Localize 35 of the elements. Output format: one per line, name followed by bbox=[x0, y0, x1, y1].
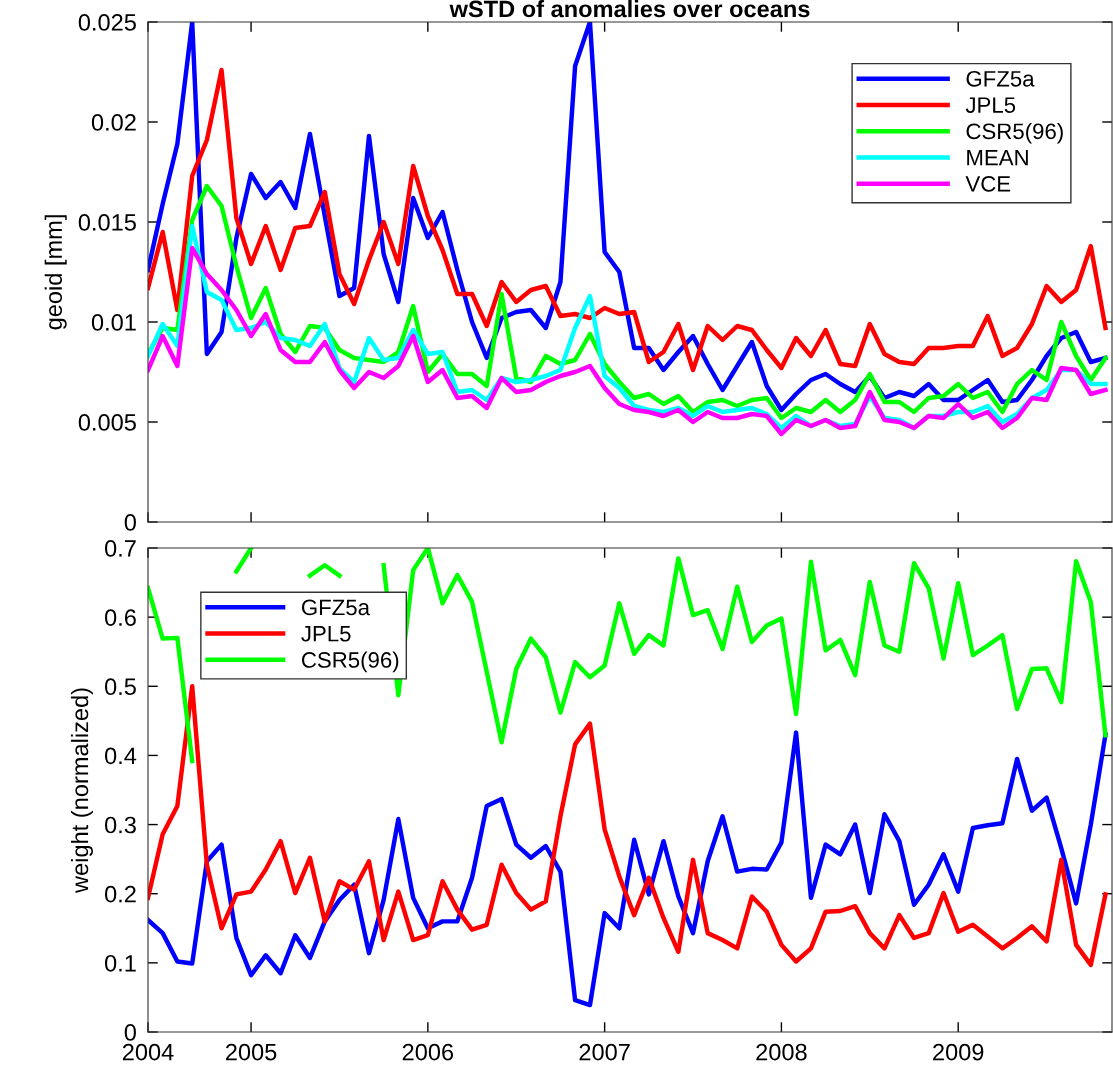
line-series bbox=[148, 684, 1108, 968]
y-axis-title: weight (normalized) bbox=[70, 688, 93, 894]
y-tick-label: 0.6 bbox=[104, 609, 136, 626]
y-tick-label: 0.3 bbox=[104, 816, 136, 834]
y-tick-label: 0.4 bbox=[104, 747, 137, 765]
legend-label: CSR5(96) bbox=[301, 651, 399, 673]
y-tick-label: 0.005 bbox=[78, 414, 136, 431]
legend-label: VCE bbox=[965, 176, 1011, 192]
legend-label: CSR5(96) bbox=[966, 122, 1063, 144]
x-tick-label: 2007 bbox=[579, 1043, 630, 1061]
chart-title: wSTD of anomalies over oceans bbox=[449, 0, 810, 18]
x-tick-label: 2008 bbox=[756, 1043, 807, 1061]
line-series bbox=[148, 22, 1108, 413]
y-tick-label: 0.7 bbox=[104, 540, 136, 557]
legend-label: GFZ5a bbox=[966, 70, 1035, 87]
x-tick-label: 2006 bbox=[402, 1043, 454, 1061]
legend-label: GFZ5a bbox=[301, 599, 371, 616]
line-series bbox=[148, 730, 1108, 1008]
y-tick-label: 0.2 bbox=[104, 885, 136, 903]
line-series bbox=[148, 67, 1108, 373]
y-tick-label: 0 bbox=[124, 514, 136, 531]
y-tick-label: 0.5 bbox=[104, 678, 136, 696]
y-tick-label: 0.1 bbox=[104, 954, 136, 972]
y-axis-title: geoid [mm] bbox=[44, 215, 67, 330]
legend-label: JPL5 bbox=[301, 626, 351, 642]
legend-label: MEAN bbox=[967, 149, 1028, 166]
y-tick-label: 0 bbox=[124, 1024, 136, 1041]
y-tick-label: 0.025 bbox=[78, 14, 136, 31]
y-tick-label: 0.01 bbox=[91, 314, 136, 331]
y-tick-label: 0.015 bbox=[78, 214, 136, 231]
x-tick-label: 2005 bbox=[225, 1043, 277, 1061]
x-tick-label: 2004 bbox=[122, 1043, 174, 1061]
x-tick-label: 2009 bbox=[933, 1043, 984, 1061]
legend-label: JPL5 bbox=[965, 97, 1016, 113]
y-tick-label: 0.02 bbox=[91, 114, 136, 131]
